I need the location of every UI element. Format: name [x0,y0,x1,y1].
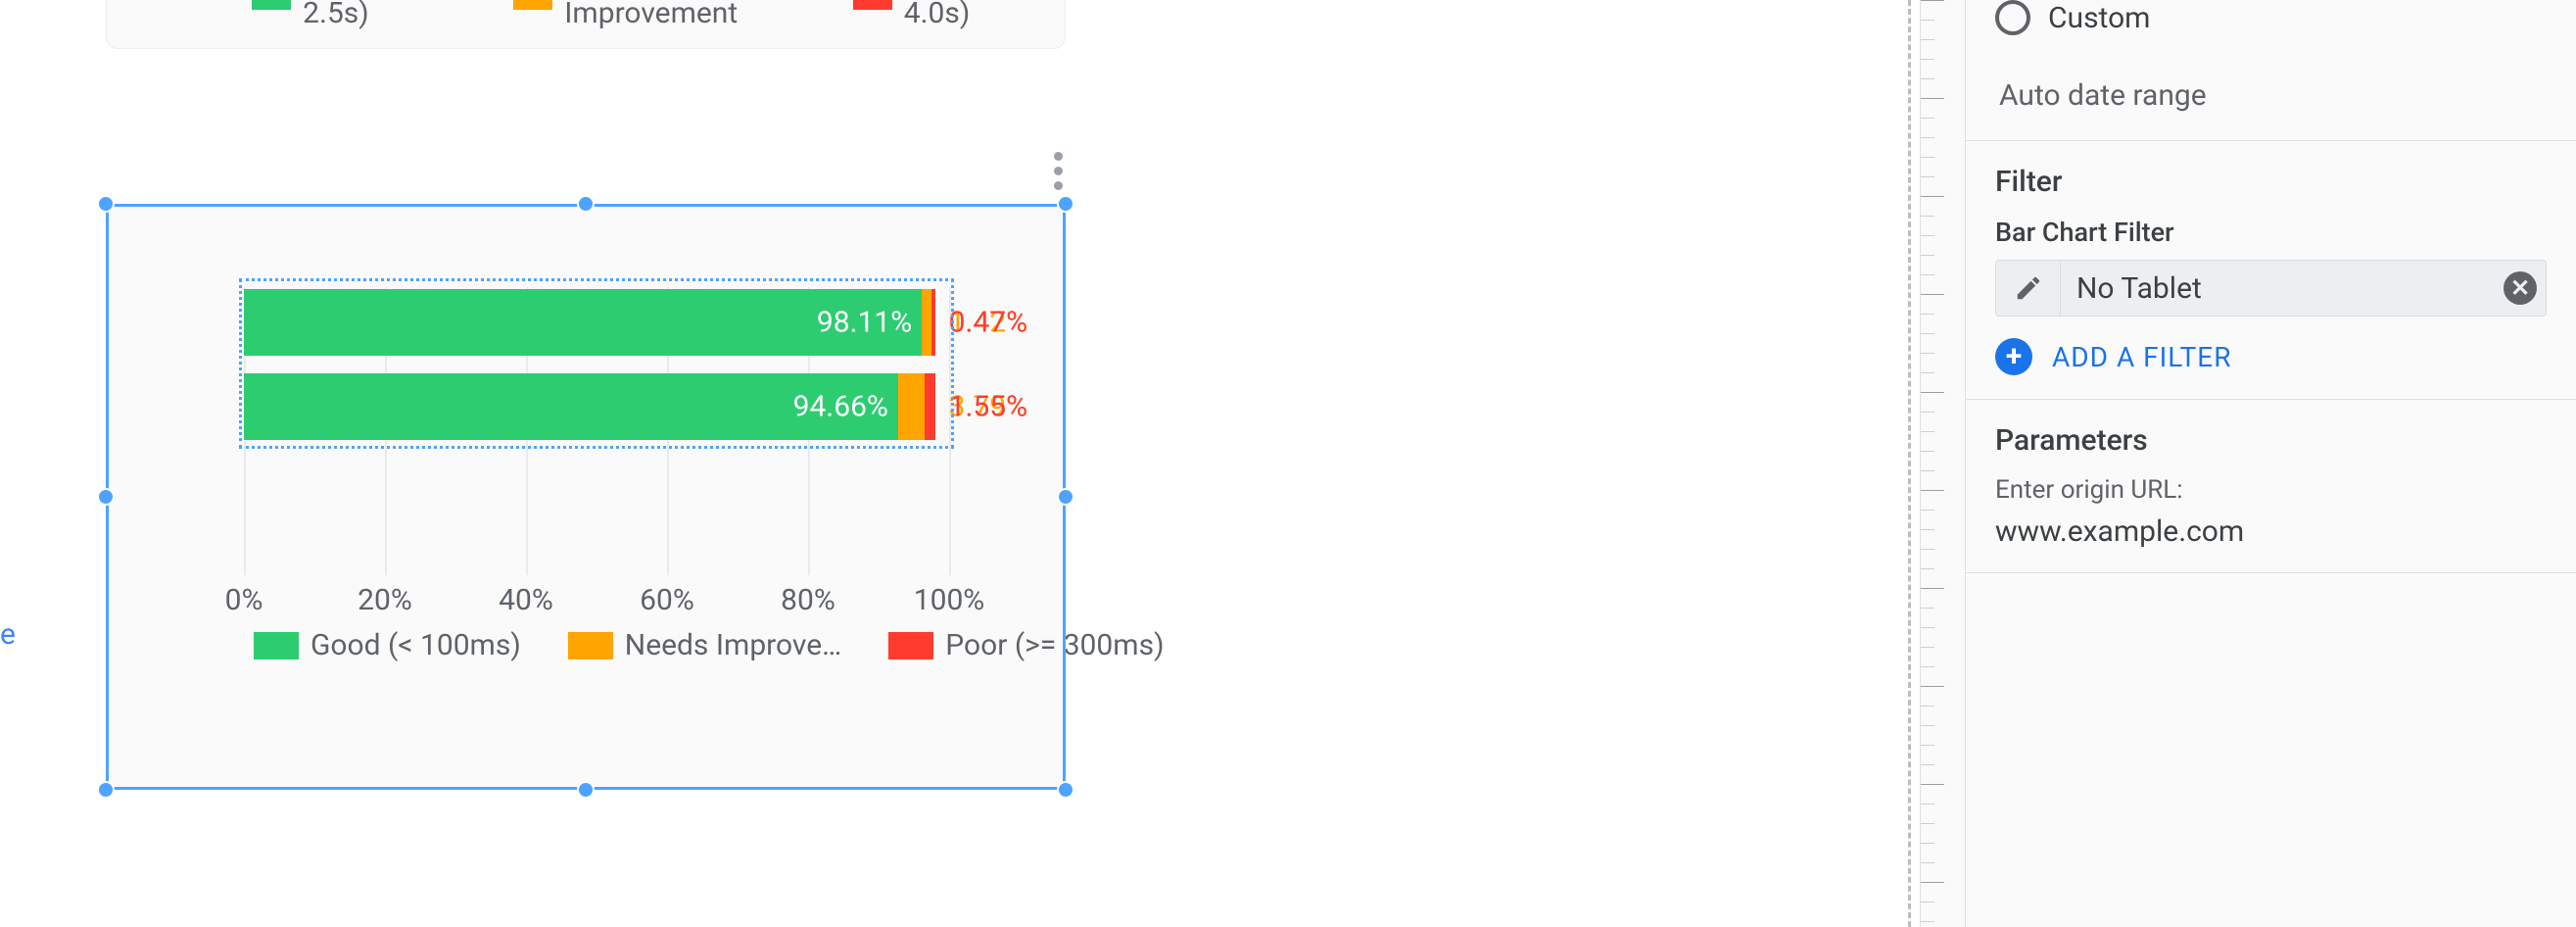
legend-swatch-needsImprovement [568,632,613,659]
date-range-option-custom[interactable]: Custom [1966,0,2576,51]
filter-heading: Filter [1995,165,2547,199]
parameters-url-value[interactable]: www.example.com [1995,514,2547,549]
bar-chart-card[interactable]: desktop98.11%1.42%0.47%phone94.66%3.79%1… [106,204,1066,790]
x-tick-label: 20% [358,583,412,617]
bar-segment-poor [925,373,935,440]
bar-row: 98.11% [244,289,949,356]
clipped-text-left: e [0,617,16,652]
legend-label: Good (< 100ms) [310,628,521,662]
x-axis: 0%20%40%60%80%100% [244,575,949,624]
bar-value-poor: 0.47% [949,306,1027,340]
filter-chip-remove-button[interactable]: ✕ [2495,271,2546,305]
selection-handle[interactable] [97,195,115,213]
legend-item-good: Good (< 100ms) [254,628,521,662]
x-tick-label: 40% [499,583,553,617]
legend-swatch-poor [888,632,933,659]
legend-label: Good (< 2.5s) [303,0,456,30]
bar-segment-needsImprovement [922,289,931,356]
divider [1966,572,2576,573]
add-filter-button[interactable]: + ADD A FILTER [1995,338,2547,375]
more-options-icon[interactable] [1038,151,1077,190]
parameters-prompt: Enter origin URL: [1995,475,2547,505]
bar-segment-good: 98.11% [244,289,922,356]
legend-item-needsImprovement: Needs Improve… [568,628,841,662]
bar-segment-needsImprovement [898,373,925,440]
legend-swatch-good [254,632,299,659]
bar-value-good: 94.66% [793,390,888,424]
radio-label: Custom [2048,1,2151,35]
plus-icon: + [1995,338,2032,375]
legend-swatch-good [252,0,291,10]
x-tick-label: 100% [914,583,985,617]
filter-subheading: Bar Chart Filter [1995,217,2547,248]
bar-segment-good: 94.66% [244,373,898,440]
parameters-section: Parameters Enter origin URL: www.example… [1966,400,2576,572]
radio-unchecked-icon [1995,0,2030,35]
legend-item-good: Good (< 2.5s) [252,0,456,30]
category-label: desktop [0,306,232,340]
pencil-icon [2014,273,2043,303]
x-tick-label: 60% [640,583,694,617]
legend-swatch-needs-improvement [513,0,552,10]
selection-handle[interactable] [577,781,595,799]
filter-section: Filter Bar Chart Filter No Tablet ✕ + AD… [1966,141,2576,399]
filter-edit-button[interactable] [1996,261,2061,316]
selection-handle[interactable] [97,488,115,506]
selection-handle[interactable] [1057,195,1074,213]
bottom-legend-row: Good (< 100ms)Needs Improve…Poor (>= 300… [254,628,1045,662]
bar-segment-poor [931,289,934,356]
x-tick-label: 0% [225,583,263,617]
auto-date-range-label: Auto date range [1999,78,2207,113]
top-legend-row: Good (< 2.5s) Needs Improvement Poor (>=… [252,0,1065,30]
bar-row: 94.66% [244,373,949,440]
legend-swatch-poor [853,0,892,10]
legend-label: Poor (>= 300ms) [945,628,1164,662]
parameters-heading: Parameters [1995,423,2547,458]
legend-label: Needs Improvement [564,0,795,30]
legend-item-poor: Poor (>= 300ms) [888,628,1164,662]
top-legend-card: Good (< 2.5s) Needs Improvement Poor (>=… [106,0,1066,49]
auto-date-range-row[interactable]: Auto date range [1966,51,2576,140]
bar-value-good: 98.11% [817,306,912,340]
legend-label: Poor (>= 4.0s) [904,0,1065,30]
legend-label: Needs Improve… [625,628,841,662]
add-filter-label: ADD A FILTER [2052,341,2231,373]
bar-chart-plot-area: desktop98.11%1.42%0.47%phone94.66%3.79%1… [244,287,949,575]
legend-item-needs-improvement: Needs Improvement [513,0,796,30]
properties-panel: Custom Auto date range Filter Bar Chart … [1965,0,2576,927]
selection-handle[interactable] [97,781,115,799]
selection-handle[interactable] [577,195,595,213]
filter-chip-label: No Tablet [2061,271,2495,306]
filter-chip: No Tablet ✕ [1995,260,2547,317]
canvas-boundary-line [1908,0,1912,927]
category-label: phone [0,390,232,424]
vertical-ruler [1920,0,1965,927]
bar-value-poor: 1.55% [949,390,1027,424]
selection-handle[interactable] [1057,781,1074,799]
x-tick-label: 80% [781,583,835,617]
legend-item-poor: Poor (>= 4.0s) [853,0,1065,30]
selection-handle[interactable] [1057,488,1074,506]
close-icon: ✕ [2504,271,2537,305]
